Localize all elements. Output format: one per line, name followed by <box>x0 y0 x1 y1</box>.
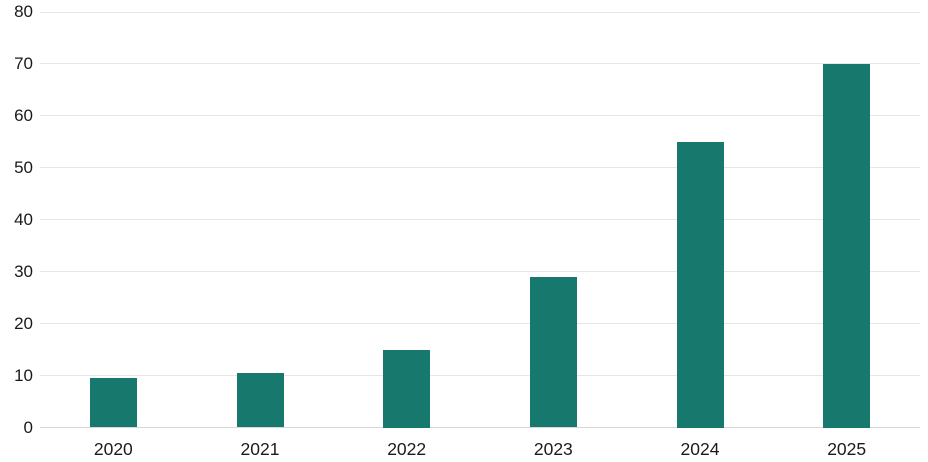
y-axis-tick-label: 70 <box>14 53 33 73</box>
gridline-y-60 <box>40 115 920 117</box>
x-axis-tick-label-2024: 2024 <box>680 438 720 459</box>
y-axis-tick-label: 50 <box>14 157 33 177</box>
bar-2022 <box>383 349 431 428</box>
bar-2025 <box>823 63 871 428</box>
y-axis-tick-label: 80 <box>14 2 33 21</box>
bar-2020 <box>89 378 137 428</box>
y-axis-tick-label: 20 <box>14 313 33 333</box>
y-axis-tick-label: 30 <box>14 261 33 281</box>
x-axis-baseline <box>40 427 920 428</box>
gridline-y-70 <box>40 63 920 65</box>
y-axis-tick-label: 0 <box>23 417 33 437</box>
bar-2023 <box>529 276 577 428</box>
gridline-y-40 <box>40 219 920 221</box>
gridline-y-80 <box>40 11 920 13</box>
gridline-y-30 <box>40 271 920 273</box>
gridline-y-20 <box>40 323 920 325</box>
bar-2024 <box>676 141 724 428</box>
y-axis-tick-label: 10 <box>14 365 33 385</box>
gridline-y-50 <box>40 167 920 169</box>
x-axis-tick-label-2025: 2025 <box>827 438 867 459</box>
y-axis-tick-label: 40 <box>14 209 33 229</box>
x-axis-tick-label-2021: 2021 <box>240 438 280 459</box>
x-axis-tick-label-2020: 2020 <box>93 438 133 459</box>
bar-2021 <box>236 372 284 428</box>
gridline-y-10 <box>40 375 920 377</box>
x-axis-tick-label-2023: 2023 <box>533 438 573 459</box>
x-axis-tick-label-2022: 2022 <box>387 438 427 459</box>
y-axis-tick-label: 60 <box>14 105 33 125</box>
